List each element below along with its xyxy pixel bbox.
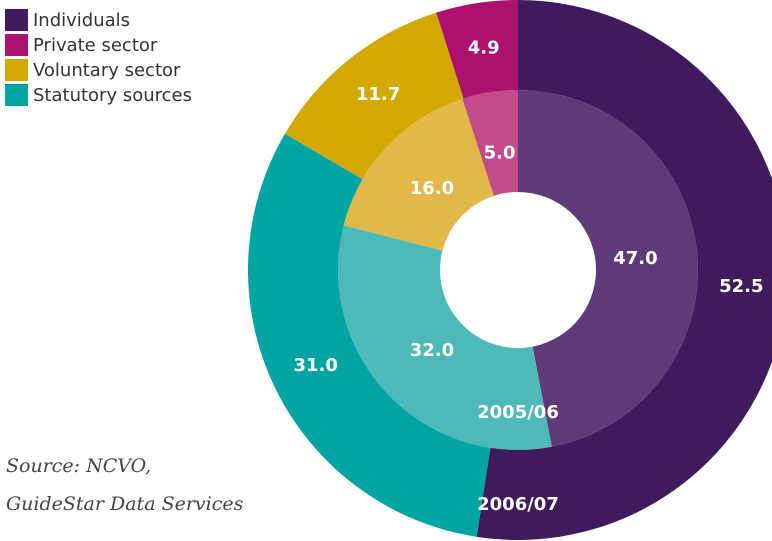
legend-swatch xyxy=(5,34,28,56)
donut-segment xyxy=(247,133,491,537)
legend-label: Voluntary sector xyxy=(33,60,181,81)
source: GuideStar Data Services xyxy=(6,493,244,515)
data-label: 31.0 xyxy=(294,355,338,376)
donut-segment xyxy=(436,0,518,99)
ring-label: 2005/06 xyxy=(477,402,559,423)
source: Source: NCVO, xyxy=(6,455,151,477)
donut-segment xyxy=(518,90,699,447)
donut-segment xyxy=(343,98,494,251)
legend-label: Statutory sources xyxy=(33,85,192,106)
donut-segment xyxy=(462,90,518,196)
data-label: 47.0 xyxy=(613,248,657,269)
data-label: 11.7 xyxy=(356,84,400,105)
data-label: 32.0 xyxy=(410,340,454,361)
data-label: 52.5 xyxy=(719,276,763,297)
legend-swatch xyxy=(5,84,28,106)
donut-segment xyxy=(476,0,772,540)
legend-label: Individuals xyxy=(33,10,130,31)
ring-label: 2006/07 xyxy=(477,494,559,515)
data-label: 4.9 xyxy=(468,38,500,59)
legend-swatch xyxy=(5,9,28,31)
legend-label: Private sector xyxy=(33,35,158,56)
legend-swatch xyxy=(5,59,28,81)
donut-segment xyxy=(338,225,552,450)
data-label: 5.0 xyxy=(484,142,516,163)
data-label: 16.0 xyxy=(410,178,454,199)
donut-segment xyxy=(284,12,464,180)
